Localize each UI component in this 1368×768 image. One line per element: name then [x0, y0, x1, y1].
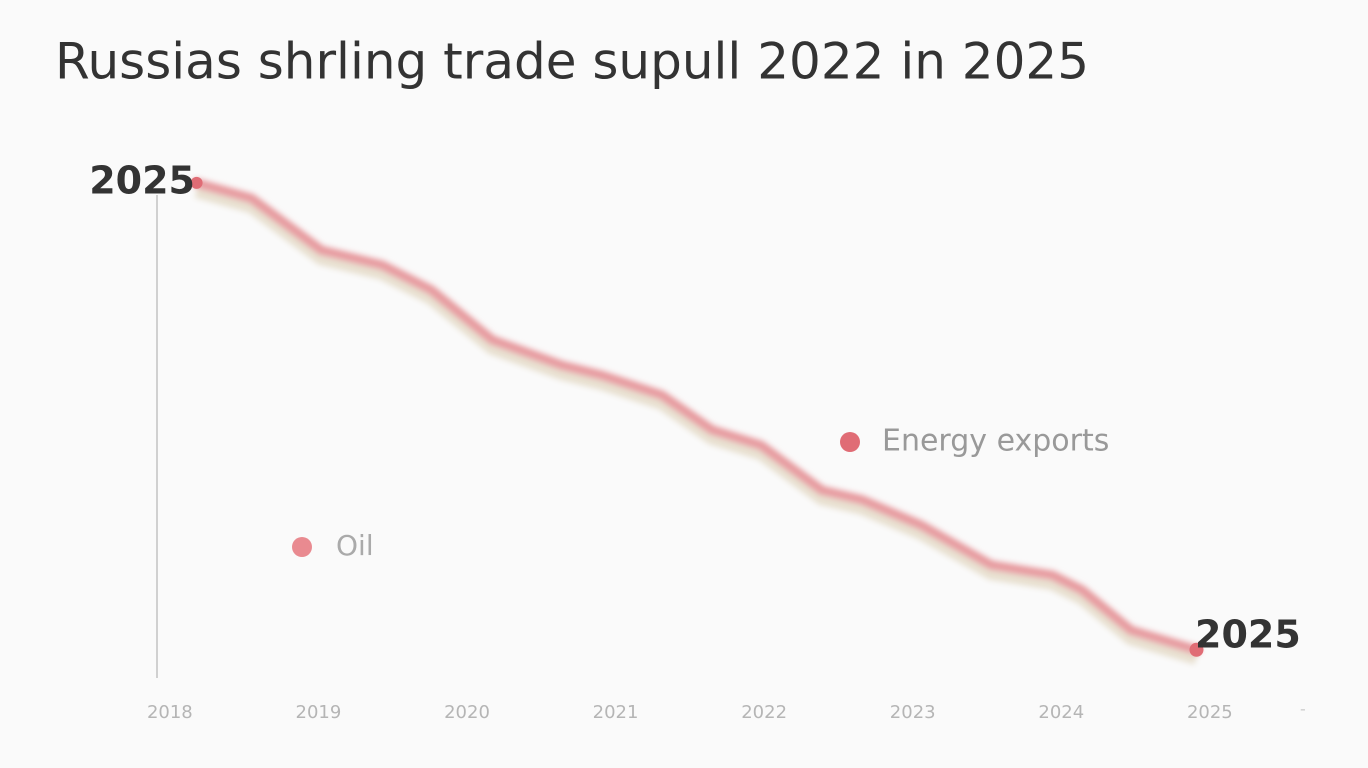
annotation: 2025 [89, 159, 195, 203]
axis-end: - [1300, 700, 1306, 719]
annotation-dot [292, 537, 312, 557]
line-shadow [194, 184, 1199, 665]
x-tick-label: 2019 [296, 702, 342, 723]
x-tick-label: 2025 [1187, 702, 1233, 723]
start-point [190, 176, 203, 189]
line [192, 178, 1201, 655]
x-tick-label: 2024 [1038, 702, 1084, 723]
x-tick-label: 2021 [593, 702, 639, 723]
legend-dot [840, 432, 860, 452]
annotation: 2025 [1195, 613, 1301, 657]
x-tick-label: 2022 [741, 702, 787, 723]
chart-title: Russias shrling trade supull 2022 in 202… [55, 33, 1089, 91]
x-tick-label: 2018 [147, 702, 193, 723]
x-tick-label: 2020 [444, 702, 490, 723]
legend-label: Energy exports [882, 424, 1109, 459]
end-point [1189, 642, 1204, 657]
x-tick-label: 2023 [890, 702, 936, 723]
annotation: Oil [336, 529, 374, 562]
